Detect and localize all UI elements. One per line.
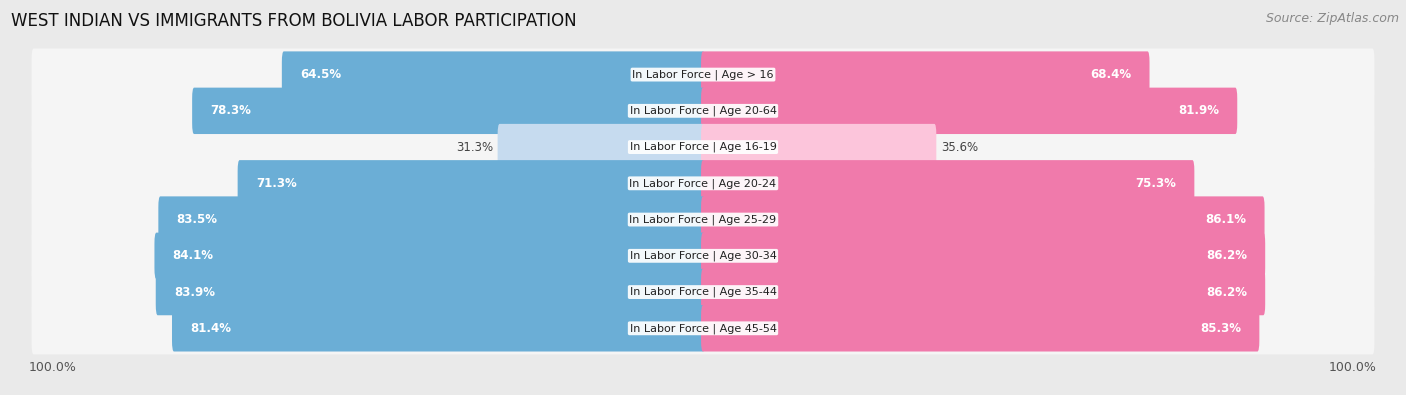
- FancyBboxPatch shape: [31, 49, 1375, 101]
- Text: 75.3%: 75.3%: [1135, 177, 1177, 190]
- FancyBboxPatch shape: [498, 124, 704, 170]
- Text: In Labor Force | Age 20-24: In Labor Force | Age 20-24: [630, 178, 776, 188]
- FancyBboxPatch shape: [31, 85, 1375, 137]
- Text: 68.4%: 68.4%: [1090, 68, 1132, 81]
- FancyBboxPatch shape: [238, 160, 704, 207]
- FancyBboxPatch shape: [31, 230, 1375, 282]
- FancyBboxPatch shape: [702, 124, 936, 170]
- Text: Source: ZipAtlas.com: Source: ZipAtlas.com: [1265, 12, 1399, 25]
- FancyBboxPatch shape: [31, 194, 1375, 246]
- FancyBboxPatch shape: [702, 269, 1265, 315]
- FancyBboxPatch shape: [156, 269, 704, 315]
- FancyBboxPatch shape: [702, 305, 1260, 352]
- Text: 35.6%: 35.6%: [941, 141, 979, 154]
- FancyBboxPatch shape: [702, 160, 1194, 207]
- FancyBboxPatch shape: [281, 51, 704, 98]
- FancyBboxPatch shape: [31, 121, 1375, 173]
- Text: 31.3%: 31.3%: [456, 141, 494, 154]
- Text: 71.3%: 71.3%: [256, 177, 297, 190]
- FancyBboxPatch shape: [31, 266, 1375, 318]
- Text: In Labor Force | Age 20-64: In Labor Force | Age 20-64: [630, 105, 776, 116]
- FancyBboxPatch shape: [31, 157, 1375, 209]
- Text: 84.1%: 84.1%: [173, 249, 214, 262]
- Text: 81.4%: 81.4%: [190, 322, 231, 335]
- Text: 81.9%: 81.9%: [1178, 104, 1219, 117]
- FancyBboxPatch shape: [702, 233, 1265, 279]
- Text: WEST INDIAN VS IMMIGRANTS FROM BOLIVIA LABOR PARTICIPATION: WEST INDIAN VS IMMIGRANTS FROM BOLIVIA L…: [11, 12, 576, 30]
- FancyBboxPatch shape: [172, 305, 704, 352]
- Text: 83.9%: 83.9%: [174, 286, 215, 299]
- Text: In Labor Force | Age > 16: In Labor Force | Age > 16: [633, 70, 773, 80]
- Text: 86.1%: 86.1%: [1205, 213, 1246, 226]
- Text: 85.3%: 85.3%: [1201, 322, 1241, 335]
- Text: 64.5%: 64.5%: [299, 68, 342, 81]
- Text: 86.2%: 86.2%: [1206, 249, 1247, 262]
- Text: In Labor Force | Age 16-19: In Labor Force | Age 16-19: [630, 142, 776, 152]
- Text: 83.5%: 83.5%: [177, 213, 218, 226]
- Text: In Labor Force | Age 45-54: In Labor Force | Age 45-54: [630, 323, 776, 333]
- FancyBboxPatch shape: [159, 196, 704, 243]
- Text: In Labor Force | Age 25-29: In Labor Force | Age 25-29: [630, 214, 776, 225]
- Text: 86.2%: 86.2%: [1206, 286, 1247, 299]
- FancyBboxPatch shape: [702, 51, 1150, 98]
- Text: 78.3%: 78.3%: [211, 104, 252, 117]
- FancyBboxPatch shape: [193, 88, 704, 134]
- FancyBboxPatch shape: [31, 302, 1375, 354]
- Text: In Labor Force | Age 30-34: In Labor Force | Age 30-34: [630, 250, 776, 261]
- FancyBboxPatch shape: [702, 88, 1237, 134]
- Legend: West Indian, Immigrants from Bolivia: West Indian, Immigrants from Bolivia: [546, 393, 860, 395]
- FancyBboxPatch shape: [155, 233, 704, 279]
- Text: In Labor Force | Age 35-44: In Labor Force | Age 35-44: [630, 287, 776, 297]
- FancyBboxPatch shape: [702, 196, 1264, 243]
